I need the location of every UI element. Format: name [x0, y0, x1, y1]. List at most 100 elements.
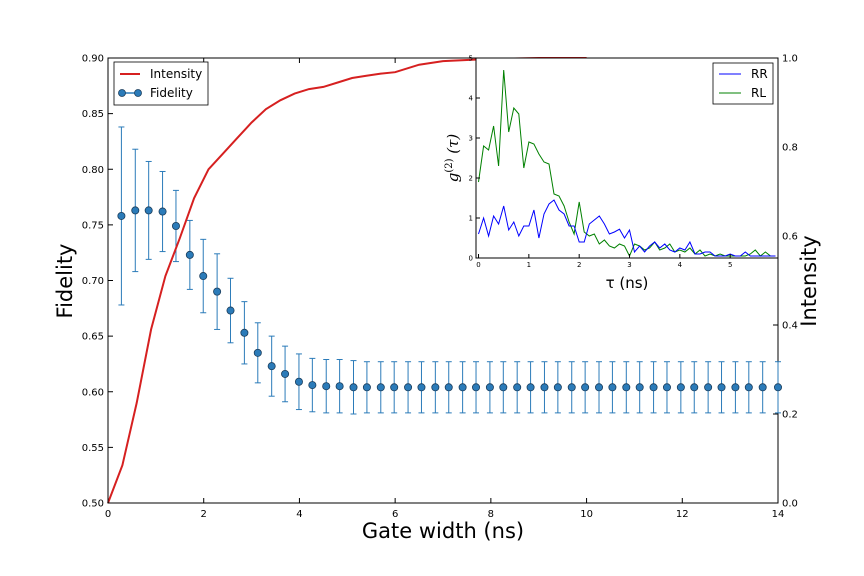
fidelity-point — [649, 383, 658, 392]
legend-intensity-label: Intensity — [150, 67, 202, 81]
inset-x-tick-label: 1 — [527, 261, 531, 269]
fidelity-point — [199, 272, 208, 281]
y-right-tick-label: 0.4 — [782, 321, 798, 332]
inset-x-axis-label: τ (ns) — [606, 274, 649, 292]
intensity-line — [107, 57, 587, 504]
fidelity-point — [581, 383, 590, 392]
fidelity-point — [281, 369, 290, 378]
fidelity-point — [540, 383, 549, 392]
x-tick-label: 2 — [201, 509, 207, 520]
fidelity-point — [267, 362, 276, 371]
fidelity-point — [526, 383, 535, 392]
x-tick-label: 0 — [105, 509, 111, 520]
fidelity-point — [431, 383, 440, 392]
y-axis-right-label: Intensity — [797, 235, 821, 326]
y-left-tick-label: 0.65 — [82, 332, 104, 343]
y-left-tick-label: 0.75 — [82, 220, 104, 231]
fidelity-point — [240, 328, 249, 337]
inset-axis-ticks: 0 1 2 3 4 5 0 1 2 3 4 5 — [469, 55, 733, 270]
fidelity-point — [349, 383, 358, 392]
inset-y-tick-label: 1 — [469, 215, 473, 223]
inset-y-label-arg: (τ) — [444, 134, 462, 159]
inset-plot: 0 1 2 3 4 5 0 1 2 3 4 5 τ (ns) g(2) (τ) RR RL — [444, 55, 779, 292]
fidelity-point — [485, 383, 494, 392]
x-axis-label: Gate width (ns) — [362, 519, 524, 543]
inset-x-tick-label: 3 — [627, 261, 631, 269]
x-tick-label: 12 — [676, 509, 689, 520]
x-tick-label: 14 — [772, 509, 785, 520]
inset-y-tick-label: 4 — [469, 95, 474, 103]
fidelity-point — [131, 206, 140, 215]
fidelity-point — [158, 207, 167, 216]
fidelity-point — [404, 383, 413, 392]
fidelity-point — [567, 383, 576, 392]
inset-legend-box — [712, 62, 774, 105]
inset-series — [478, 69, 776, 258]
inset-y-tick-label: 5 — [469, 55, 473, 63]
inset-y-label-base: g — [444, 173, 462, 183]
y-left-tick-label: 0.60 — [82, 387, 104, 398]
main-axis-ticks: 0 2 4 6 8 10 12 140.500.550.600.650.700.750.800… — [82, 54, 798, 521]
inset-x-tick-label: 0 — [476, 261, 480, 269]
legend-fidelity-label: Fidelity — [150, 86, 193, 100]
x-tick-label: 6 — [392, 509, 398, 520]
inset-y-axis-label: g(2) (τ) — [444, 134, 462, 183]
y-left-tick-label: 0.90 — [82, 54, 104, 65]
y-right-tick-label: 0.8 — [782, 143, 798, 154]
main-legend: Intensity Fidelity — [113, 61, 209, 106]
inset-y-label-sup: (2) — [444, 158, 455, 172]
fidelity-point — [608, 383, 617, 392]
fidelity-point — [595, 383, 604, 392]
fidelity-point — [774, 383, 783, 392]
fidelity-point — [662, 383, 671, 392]
y-left-tick-label: 0.80 — [82, 165, 104, 176]
y-right-tick-label: 0.2 — [782, 410, 798, 421]
fidelity-point — [635, 383, 644, 392]
fidelity-point — [226, 306, 235, 315]
y-left-tick-label: 0.70 — [82, 276, 104, 287]
fidelity-point — [731, 383, 740, 392]
y-left-tick-label: 0.85 — [82, 109, 104, 120]
inset-y-tick-label: 0 — [469, 255, 473, 263]
fidelity-point — [690, 383, 699, 392]
fidelity-point — [117, 211, 126, 220]
inset-x-tick-label: 4 — [678, 261, 683, 269]
fidelity-point — [294, 377, 303, 386]
fidelity-point — [704, 383, 713, 392]
fidelity-point — [144, 206, 153, 215]
fidelity-point — [185, 250, 194, 259]
fidelity-point — [717, 383, 726, 392]
fidelity-point — [253, 348, 262, 357]
inset-y-tick-label: 2 — [469, 175, 473, 183]
fidelity-point — [744, 383, 753, 392]
inset-x-tick-label: 5 — [728, 261, 732, 269]
x-tick-label: 4 — [296, 509, 302, 520]
intensity-series — [107, 57, 587, 504]
fidelity-point — [758, 383, 767, 392]
y-right-tick-label: 1.0 — [782, 54, 798, 65]
fidelity-point — [171, 221, 180, 230]
fidelity-point — [362, 383, 371, 392]
fidelity-point — [622, 383, 631, 392]
legend-rl-label: RL — [751, 86, 766, 100]
fidelity-point — [390, 383, 399, 392]
fidelity-point — [458, 383, 467, 392]
fidelity-point — [322, 382, 331, 391]
fidelity-point — [499, 383, 508, 392]
legend-fidelity-marker — [134, 89, 142, 97]
fidelity-series — [117, 126, 783, 415]
inset-legend: RR RL — [712, 62, 774, 105]
fidelity-point — [472, 383, 481, 392]
legend-rr-label: RR — [751, 67, 768, 81]
y-right-tick-label: 0.6 — [782, 232, 798, 243]
fidelity-point — [444, 383, 453, 392]
fidelity-point — [213, 287, 222, 296]
y-axis-left-label: Fidelity — [53, 244, 77, 319]
x-tick-label: 8 — [488, 509, 494, 520]
y-left-tick-label: 0.55 — [82, 443, 104, 454]
fidelity-point — [335, 382, 344, 391]
y-left-tick-label: 0.50 — [82, 499, 104, 510]
fidelity-point — [376, 383, 385, 392]
